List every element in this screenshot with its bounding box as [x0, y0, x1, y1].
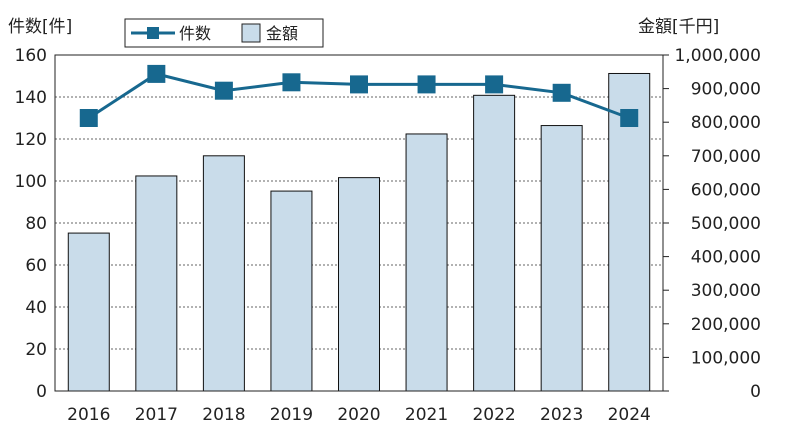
bar-series [67, 72, 651, 392]
legend-label-count: 件数 [179, 24, 211, 43]
x-tick-label-2017: 2017 [135, 405, 178, 425]
x-tick-label-2023: 2023 [540, 405, 583, 425]
count-marker-2020 [350, 75, 368, 94]
bar-2022 [473, 94, 516, 392]
bar-2016 [67, 232, 110, 392]
count-marker-2018 [214, 81, 233, 100]
left-axis-title: 件数[件] [8, 17, 72, 37]
left-axis: 0 20 40 60 80 100 120 140 160 [15, 46, 47, 402]
right-tick-label-5: 500,000 [691, 214, 761, 234]
left-tick-label-2: 40 [25, 298, 47, 318]
x-tick-label-2022: 2022 [472, 405, 515, 425]
left-tick-label-0: 0 [36, 382, 47, 402]
x-tick-label-2019: 2019 [270, 405, 313, 425]
count-marker-2022 [485, 75, 504, 94]
right-axis: 0 100,000 200,000 300,000 400,000 500,000 600,… [663, 46, 761, 402]
left-tick-label-5: 100 [15, 172, 47, 192]
legend-marker-swatch [147, 27, 159, 39]
count-marker-2017 [147, 64, 166, 83]
legend: 件数 金額 [124, 18, 324, 48]
right-tick-label-1: 100,000 [691, 348, 761, 368]
left-tick-label-7: 140 [15, 88, 47, 108]
x-tick-label-2021: 2021 [405, 405, 448, 425]
count-marker-2024 [620, 109, 639, 127]
line-series [79, 64, 639, 127]
bar-2019 [270, 190, 313, 392]
right-tick-label-6: 600,000 [691, 180, 761, 200]
left-tick-label-3: 60 [25, 256, 47, 276]
x-tick-label-2020: 2020 [337, 405, 380, 425]
bar-2018 [202, 155, 245, 392]
legend-label-amount: 金額 [266, 24, 298, 43]
right-tick-label-0: 0 [750, 382, 761, 402]
x-tick-label-2018: 2018 [202, 405, 245, 425]
left-tick-label-4: 80 [25, 214, 47, 234]
right-tick-label-2: 200,000 [691, 315, 761, 335]
count-marker-2023 [552, 83, 571, 102]
bar-2017 [135, 175, 178, 392]
bar-2023 [540, 125, 583, 392]
x-tick-label-2024: 2024 [608, 405, 651, 425]
right-tick-label-7: 700,000 [691, 147, 761, 167]
left-tick-label-1: 20 [25, 340, 47, 360]
left-tick-label-8: 160 [15, 46, 47, 66]
right-axis-title: 金額[千円] [638, 17, 719, 37]
legend-bar-swatch [241, 23, 261, 43]
left-tick-label-6: 120 [15, 130, 47, 150]
x-axis: 2016 2017 2018 2019 2020 2021 2022 2023 2024 [67, 405, 651, 425]
count-marker-2019 [282, 73, 301, 92]
bar-2021 [405, 133, 448, 392]
right-tick-label-8: 800,000 [691, 113, 761, 133]
count-marker-2021 [417, 75, 436, 94]
bar-2020 [338, 177, 380, 392]
right-tick-label-9: 900,000 [691, 80, 761, 100]
right-tick-label-4: 400,000 [691, 248, 761, 268]
right-tick-label-3: 300,000 [691, 281, 761, 301]
x-tick-label-2016: 2016 [67, 405, 110, 425]
count-marker-2016 [79, 109, 98, 127]
right-tick-label-10: 1,000,000 [674, 46, 761, 66]
